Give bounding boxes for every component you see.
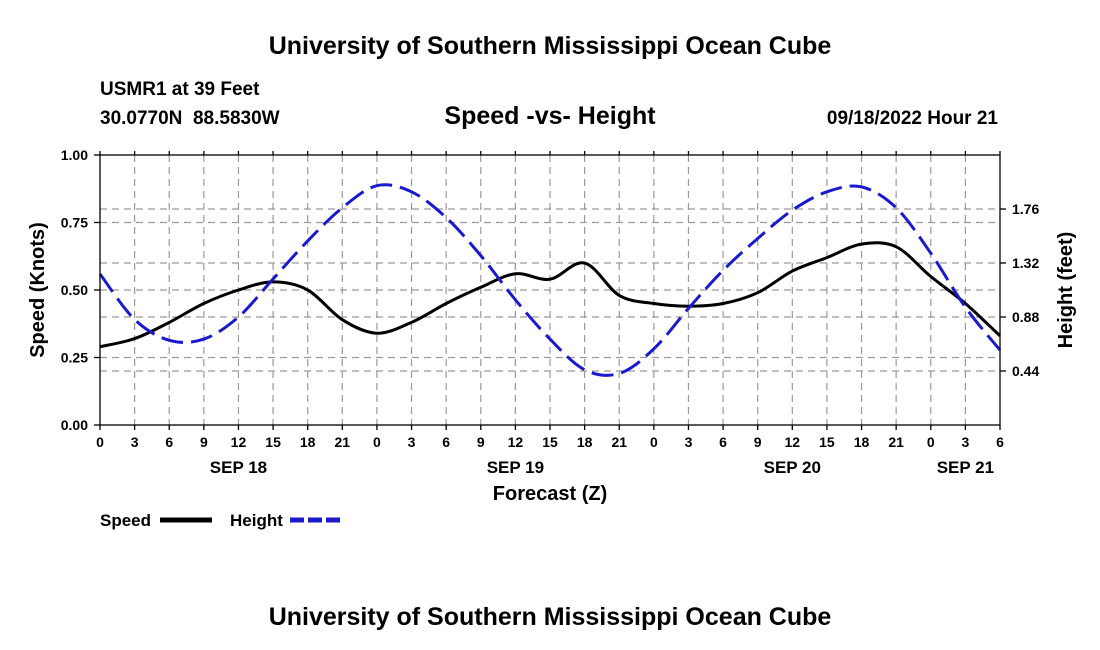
grid <box>100 155 1000 425</box>
x-tick-label: 9 <box>200 434 208 450</box>
x-tick-label: 0 <box>927 434 935 450</box>
left-tick-label: 1.00 <box>61 147 88 163</box>
x-tick-label: 21 <box>888 434 904 450</box>
left-tick-label: 0.25 <box>61 350 88 366</box>
left-tick-label: 0.75 <box>61 215 88 231</box>
x-tick-label: 21 <box>611 434 627 450</box>
x-tick-label: 0 <box>650 434 658 450</box>
right-tick-label: 1.76 <box>1012 201 1039 217</box>
x-tick-label: 6 <box>996 434 1004 450</box>
x-tick-label: 3 <box>685 434 693 450</box>
x-axis-title: Forecast (Z) <box>493 483 607 505</box>
x-tick-label: 18 <box>300 434 316 450</box>
x-tick-label: 18 <box>577 434 593 450</box>
legend-height-label: Height <box>230 511 283 530</box>
x-tick-label: 0 <box>373 434 381 450</box>
x-tick-label: 3 <box>131 434 139 450</box>
x-tick-label: 15 <box>819 434 835 450</box>
legend-speed-label: Speed <box>100 511 151 530</box>
run-time-label: 09/18/2022 Hour 21 <box>827 108 999 129</box>
right-axis-title: Height (feet) <box>1055 232 1077 349</box>
x-tick-label: 6 <box>442 434 450 450</box>
x-tick-label: 12 <box>508 434 524 450</box>
x-tick-label: 6 <box>165 434 173 450</box>
x-tick-label: 21 <box>335 434 351 450</box>
legend: Speed Height <box>100 511 342 530</box>
x-tick-label: 3 <box>408 434 416 450</box>
chart-title: University of Southern Mississippi Ocean… <box>269 32 832 60</box>
date-labels: SEP 18 SEP 19 SEP 20 SEP 21 <box>210 458 994 477</box>
x-tick-label: 18 <box>854 434 870 450</box>
date-label: SEP 20 <box>764 458 821 477</box>
x-tick-label: 12 <box>785 434 801 450</box>
x-tick-label: 3 <box>961 434 969 450</box>
right-tick-label: 1.32 <box>1012 255 1039 271</box>
location-label: 30.0770N 88.5830W <box>100 108 280 129</box>
right-tick-label: 0.88 <box>1012 309 1039 325</box>
x-tick-label: 15 <box>542 434 558 450</box>
x-tick-label: 9 <box>477 434 485 450</box>
series-height-line <box>98 183 1002 377</box>
x-tick-label: 6 <box>719 434 727 450</box>
left-tick-label: 0.00 <box>61 417 88 433</box>
right-axis: 0.44 0.88 1.32 1.76 <box>1000 201 1039 379</box>
footer-title: University of Southern Mississippi Ocean… <box>269 603 832 631</box>
series-speed-line <box>99 241 1002 349</box>
station-label: USMR1 at 39 Feet <box>100 79 260 100</box>
left-axis: 0.00 0.25 0.50 0.75 1.00 <box>61 147 100 433</box>
x-tick-label: 15 <box>265 434 281 450</box>
x-tick-label: 9 <box>754 434 762 450</box>
x-tick-label: 0 <box>96 434 104 450</box>
left-tick-label: 0.50 <box>61 282 88 298</box>
date-label: SEP 19 <box>487 458 544 477</box>
right-tick-label: 0.44 <box>1012 363 1039 379</box>
date-label: SEP 18 <box>210 458 267 477</box>
x-axis: 0 3 6 9 12 15 18 21 0 3 6 9 12 15 18 21 0 3 6 9 12 15 18 21 0 3 6 <box>96 151 1004 450</box>
x-tick-label: 12 <box>231 434 247 450</box>
series-layer <box>98 183 1002 377</box>
date-label: SEP 21 <box>937 458 994 477</box>
left-axis-title: Speed (Knots) <box>27 222 49 358</box>
chart-subtitle: Speed -vs- Height <box>444 102 656 130</box>
